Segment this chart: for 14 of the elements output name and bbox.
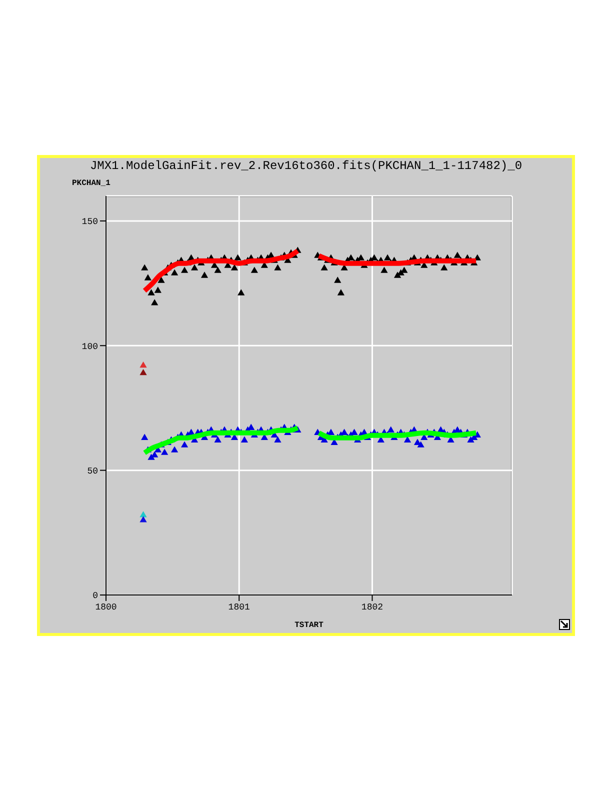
- chart-title: JMX1.ModelGainFit.rev_2.Rev16to360.fits(PKCHAN_1_1-117482)_0: [88, 159, 524, 173]
- y-tick-label: 150: [82, 217, 98, 228]
- point: [140, 516, 147, 522]
- x-tick-label: 1801: [228, 602, 250, 612]
- y-tick-label: 50: [87, 466, 98, 477]
- y-tick-label: 100: [82, 342, 98, 352]
- x-tick-label: 1802: [361, 602, 384, 612]
- point: [140, 361, 147, 368]
- point: [140, 368, 147, 376]
- point: [140, 511, 147, 518]
- x-tick-label: 1800: [95, 602, 117, 612]
- y-tick-label: 0: [92, 591, 98, 602]
- x-axis-title: TSTART: [294, 621, 324, 630]
- y-axis-title: PKCHAN_1: [72, 179, 110, 188]
